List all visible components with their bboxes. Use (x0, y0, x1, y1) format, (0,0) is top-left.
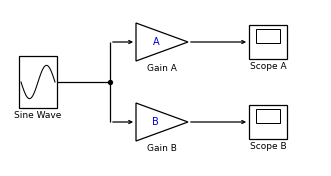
Text: Scope B: Scope B (250, 142, 286, 151)
Text: Sine Wave: Sine Wave (14, 111, 62, 120)
Polygon shape (136, 23, 188, 61)
Text: Scope A: Scope A (250, 62, 286, 71)
Bar (256, 109, 280, 123)
Bar (249, 25, 287, 59)
Bar (256, 29, 280, 43)
Bar (19, 56, 57, 108)
Text: B: B (152, 117, 159, 127)
Text: A: A (153, 37, 159, 47)
Text: Gain B: Gain B (147, 144, 177, 153)
Text: Gain A: Gain A (147, 64, 177, 73)
Bar (249, 105, 287, 139)
Polygon shape (136, 103, 188, 141)
